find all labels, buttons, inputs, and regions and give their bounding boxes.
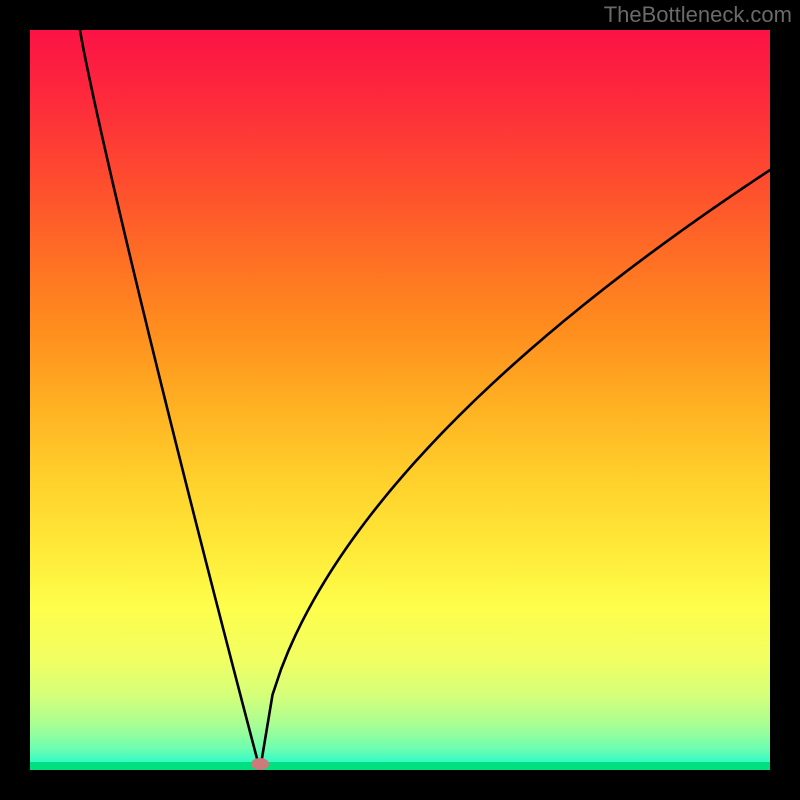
watermark-text: TheBottleneck.com	[604, 2, 792, 27]
optimum-marker	[251, 758, 269, 770]
plot-area	[30, 30, 770, 770]
bottom-green-band	[30, 762, 770, 770]
